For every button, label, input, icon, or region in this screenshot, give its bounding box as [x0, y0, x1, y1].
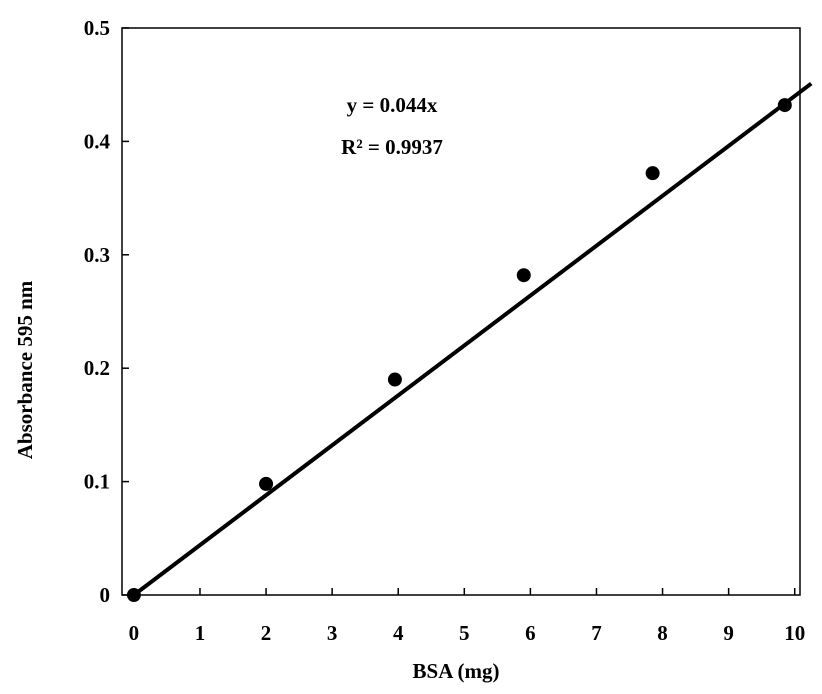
- y-axis-label: Absorbance 595 nm: [13, 280, 37, 459]
- data-point: [388, 373, 402, 387]
- x-tick-label: 9: [723, 621, 734, 645]
- data-point: [259, 477, 273, 491]
- x-tick-label: 2: [261, 621, 272, 645]
- x-tick-label: 10: [784, 621, 805, 645]
- equation: y = 0.044x: [347, 93, 438, 117]
- x-tick-label: 0: [129, 621, 140, 645]
- y-tick-label: 0.5: [84, 16, 110, 40]
- x-tick-label: 5: [459, 621, 470, 645]
- y-tick-label: 0: [100, 583, 111, 607]
- data-point: [778, 98, 792, 112]
- y-tick-label: 0.1: [84, 470, 110, 494]
- y-tick-label: 0.4: [84, 129, 111, 153]
- data-point: [517, 268, 531, 282]
- chart: BSA (mg) Absorbance 595 nm y = 0.044x R²…: [0, 0, 822, 694]
- x-tick-label: 3: [327, 621, 338, 645]
- x-tick-label: 8: [657, 621, 668, 645]
- x-tick-label: 4: [393, 621, 404, 645]
- data-point: [646, 166, 660, 180]
- y-tick-label: 0.3: [84, 243, 110, 267]
- r-squared: R² = 0.9937: [341, 135, 443, 159]
- y-tick-label: 0.2: [84, 356, 110, 380]
- x-axis-label: BSA (mg): [413, 659, 500, 683]
- x-tick-label: 6: [525, 621, 536, 645]
- x-tick-label: 1: [195, 621, 206, 645]
- x-tick-label: 7: [591, 621, 602, 645]
- plot-frame: [122, 28, 800, 595]
- trendline: [134, 84, 811, 595]
- data-point: [127, 588, 141, 602]
